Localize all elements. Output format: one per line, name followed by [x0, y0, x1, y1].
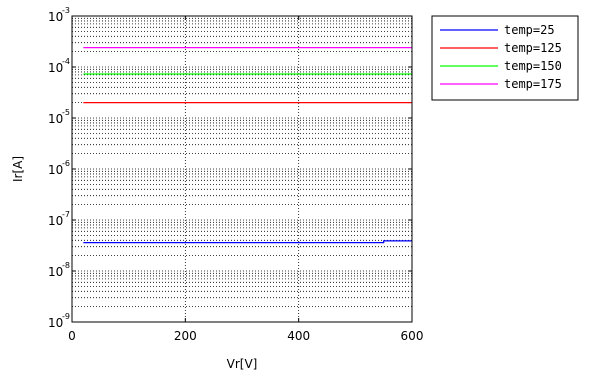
y-tick-label: 10 [48, 61, 63, 75]
y-axis-label: Ir[A] [11, 156, 25, 182]
y-tick-label: 10 [48, 10, 63, 24]
series-lines [83, 47, 412, 244]
x-tick-label: 600 [401, 329, 424, 343]
legend-label: temp=175 [504, 77, 562, 91]
grid-lines [72, 16, 412, 322]
x-tick-label: 200 [174, 329, 197, 343]
x-tick-label: 400 [287, 329, 310, 343]
y-tick-label: 10 [48, 316, 63, 330]
y-tick-label: 10 [48, 163, 63, 177]
x-tick-label: 0 [68, 329, 76, 343]
y-tick-exponent: -8 [62, 261, 70, 270]
y-tick-exponent: -7 [62, 210, 70, 219]
legend-label: temp=25 [504, 23, 555, 37]
y-tick-label: 10 [48, 214, 63, 228]
y-tick-exponent: -5 [62, 108, 70, 117]
y-tick-exponent: -4 [62, 57, 70, 66]
y-tick-label: 10 [48, 112, 63, 126]
series-line [83, 240, 412, 244]
y-tick-exponent: -6 [62, 159, 70, 168]
legend-label: temp=125 [504, 41, 562, 55]
axis-ticks: 10-910-810-710-610-510-410-30 200 400 600 [48, 6, 423, 343]
y-tick-exponent: -9 [62, 312, 70, 321]
legend-label: temp=150 [504, 59, 562, 73]
x-axis-label: Vr[V] [227, 357, 258, 371]
y-tick-label: 10 [48, 265, 63, 279]
y-tick-exponent: -3 [62, 6, 70, 15]
legend: temp=25 temp=125 temp=150 temp=175 [431, 15, 579, 101]
